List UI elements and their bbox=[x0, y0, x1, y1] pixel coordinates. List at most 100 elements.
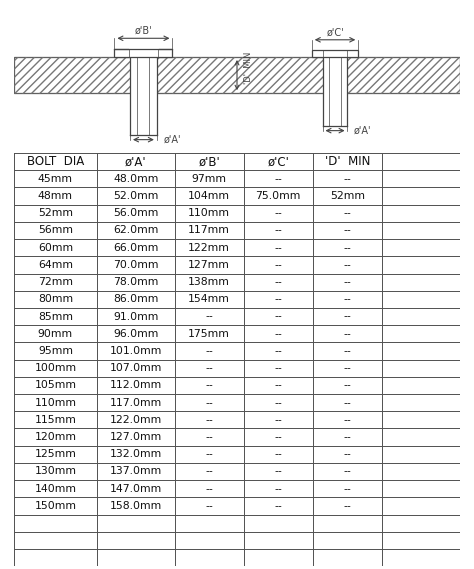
Text: 122.0mm: 122.0mm bbox=[109, 415, 162, 425]
Text: 101.0mm: 101.0mm bbox=[109, 346, 162, 356]
Bar bbox=[14, 187, 97, 205]
Bar bbox=[97, 274, 174, 291]
Text: --: -- bbox=[343, 312, 351, 321]
Text: 70.0mm: 70.0mm bbox=[113, 260, 158, 270]
Text: 56.0mm: 56.0mm bbox=[113, 208, 158, 218]
Bar bbox=[244, 187, 313, 205]
Bar bbox=[97, 549, 174, 566]
Text: 158.0mm: 158.0mm bbox=[109, 501, 162, 511]
Text: 140mm: 140mm bbox=[35, 484, 76, 494]
Bar bbox=[244, 394, 313, 411]
Bar bbox=[174, 446, 244, 463]
Bar bbox=[244, 411, 313, 428]
Bar bbox=[244, 360, 313, 377]
Bar bbox=[14, 256, 97, 274]
Text: --: -- bbox=[205, 415, 213, 425]
Text: --: -- bbox=[274, 174, 282, 184]
Bar bbox=[382, 153, 460, 170]
Text: 104mm: 104mm bbox=[188, 191, 230, 201]
Text: 86.0mm: 86.0mm bbox=[113, 294, 158, 304]
Bar bbox=[114, 49, 173, 57]
Bar bbox=[97, 239, 174, 256]
Bar bbox=[322, 57, 347, 93]
Text: ø'B': ø'B' bbox=[135, 26, 152, 36]
Bar bbox=[382, 377, 460, 394]
Text: 127mm: 127mm bbox=[188, 260, 230, 270]
Bar bbox=[322, 93, 347, 126]
Bar bbox=[14, 428, 97, 446]
Bar bbox=[382, 291, 460, 308]
Bar bbox=[313, 274, 382, 291]
Text: 'D'  MIN: 'D' MIN bbox=[244, 51, 253, 84]
Text: 107.0mm: 107.0mm bbox=[109, 363, 162, 373]
Bar bbox=[97, 428, 174, 446]
Bar bbox=[382, 514, 460, 531]
Bar bbox=[313, 205, 382, 222]
Bar bbox=[14, 153, 97, 170]
Text: ø'A': ø'A' bbox=[125, 155, 146, 168]
Bar bbox=[382, 360, 460, 377]
Text: ø'C': ø'C' bbox=[326, 27, 344, 38]
Bar bbox=[97, 343, 174, 360]
Text: --: -- bbox=[274, 260, 282, 270]
Text: --: -- bbox=[205, 467, 213, 476]
Bar bbox=[244, 239, 313, 256]
Bar bbox=[174, 274, 244, 291]
Text: --: -- bbox=[274, 329, 282, 339]
Bar bbox=[174, 343, 244, 360]
Bar bbox=[174, 411, 244, 428]
Bar bbox=[174, 531, 244, 549]
Text: --: -- bbox=[274, 450, 282, 459]
Bar bbox=[14, 170, 97, 187]
Bar bbox=[174, 325, 244, 343]
Text: BOLT  DIA: BOLT DIA bbox=[27, 155, 84, 168]
Bar bbox=[382, 549, 460, 566]
Text: 97mm: 97mm bbox=[191, 174, 227, 184]
Text: --: -- bbox=[274, 208, 282, 218]
Text: 137.0mm: 137.0mm bbox=[109, 467, 162, 476]
Bar bbox=[244, 325, 313, 343]
Bar bbox=[97, 325, 174, 343]
Bar bbox=[244, 480, 313, 497]
Bar bbox=[14, 549, 97, 566]
Bar bbox=[244, 274, 313, 291]
Bar bbox=[313, 308, 382, 325]
Text: 150mm: 150mm bbox=[35, 501, 76, 511]
Bar bbox=[97, 205, 174, 222]
Text: --: -- bbox=[343, 277, 351, 287]
Text: 52mm: 52mm bbox=[38, 208, 73, 218]
Bar bbox=[244, 308, 313, 325]
Text: --: -- bbox=[343, 415, 351, 425]
Bar bbox=[382, 170, 460, 187]
Bar bbox=[244, 153, 313, 170]
Bar bbox=[14, 239, 97, 256]
Bar bbox=[382, 308, 460, 325]
Text: 175mm: 175mm bbox=[188, 329, 230, 339]
Text: 154mm: 154mm bbox=[188, 294, 230, 304]
Bar bbox=[244, 256, 313, 274]
Text: --: -- bbox=[274, 312, 282, 321]
Bar bbox=[382, 222, 460, 239]
Bar bbox=[382, 463, 460, 480]
Bar bbox=[14, 497, 97, 514]
Text: 48.0mm: 48.0mm bbox=[113, 174, 158, 184]
Text: --: -- bbox=[274, 501, 282, 511]
Bar bbox=[14, 394, 97, 411]
Bar bbox=[174, 428, 244, 446]
Text: ø'B': ø'B' bbox=[198, 155, 220, 168]
Bar bbox=[382, 446, 460, 463]
Bar bbox=[382, 531, 460, 549]
Text: --: -- bbox=[343, 501, 351, 511]
Bar bbox=[14, 480, 97, 497]
Bar bbox=[14, 463, 97, 480]
Text: --: -- bbox=[274, 432, 282, 442]
Bar bbox=[97, 480, 174, 497]
Bar bbox=[97, 446, 174, 463]
Text: 52.0mm: 52.0mm bbox=[113, 191, 158, 201]
Text: ø'A': ø'A' bbox=[354, 126, 372, 135]
Text: 130mm: 130mm bbox=[35, 467, 76, 476]
Bar bbox=[97, 360, 174, 377]
Bar bbox=[244, 497, 313, 514]
Bar bbox=[382, 205, 460, 222]
Text: --: -- bbox=[274, 467, 282, 476]
